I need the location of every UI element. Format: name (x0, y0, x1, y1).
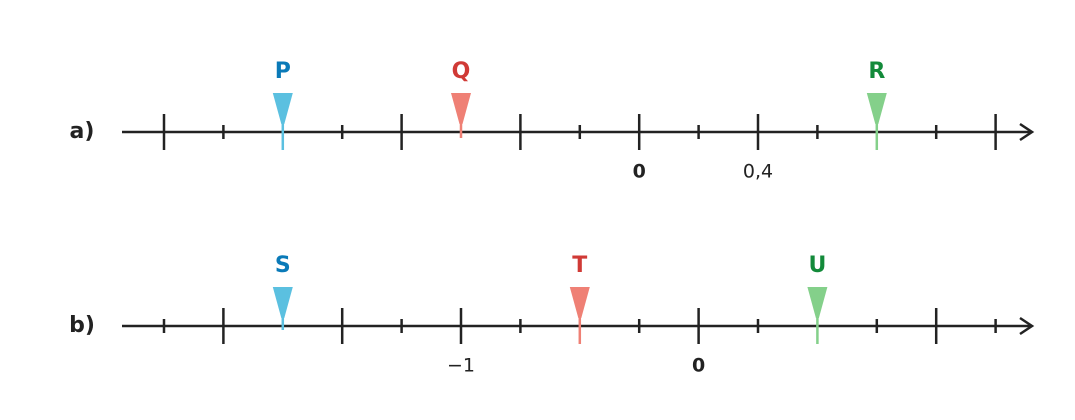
axis-arrow (1019, 122, 1035, 142)
point-label: U (808, 253, 826, 278)
tick-label: 0 (692, 355, 705, 377)
point-marker (807, 287, 828, 318)
tick-label: 0 (633, 161, 646, 183)
axis-arrow (1019, 316, 1035, 336)
line-label: a) (70, 119, 95, 144)
point-marker (272, 93, 293, 124)
point-label: S (275, 253, 291, 278)
point-label: T (572, 253, 587, 278)
point-label: R (868, 59, 885, 84)
point-label: P (275, 59, 291, 84)
tick-label: 0,4 (743, 161, 773, 183)
point-marker (451, 93, 471, 124)
tick-label: −1 (447, 355, 475, 377)
point-label: Q (452, 59, 471, 84)
point-marker (272, 287, 293, 318)
point-marker (866, 93, 887, 124)
line-label: b) (69, 313, 95, 338)
point-marker (569, 287, 590, 318)
